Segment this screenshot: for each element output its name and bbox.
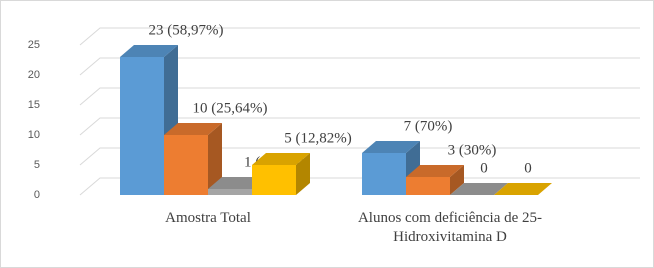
bar-face xyxy=(120,57,164,195)
bar-face xyxy=(362,153,406,195)
bar xyxy=(406,165,464,195)
value-label: 3 (30%) xyxy=(448,142,497,158)
bar-face xyxy=(406,165,464,177)
y-tick-label: 5 xyxy=(34,159,40,171)
bar-face xyxy=(208,123,222,195)
bar xyxy=(164,123,222,195)
value-label: 23 (58,97%) xyxy=(149,22,224,38)
y-tick-label: 15 xyxy=(28,99,40,111)
grid-line xyxy=(79,147,640,166)
value-label: 10 (25,64%) xyxy=(193,100,268,116)
bar xyxy=(252,153,310,195)
value-label: 0 xyxy=(524,160,532,176)
bar-face xyxy=(164,123,222,135)
grid-line xyxy=(79,27,640,46)
y-tick-label: 0 xyxy=(34,189,40,201)
value-label: 5 (12,82%) xyxy=(284,130,352,146)
x-tick-label: Alunos com deficiência de 25-Hidroxivita… xyxy=(357,210,543,245)
bar xyxy=(450,183,508,195)
bar-face xyxy=(120,45,178,57)
bar-face xyxy=(450,165,464,195)
y-tick-label: 10 xyxy=(28,129,40,141)
bar-face xyxy=(406,177,450,195)
bar-face xyxy=(296,153,310,195)
value-label: 0 xyxy=(480,160,488,176)
grid-line xyxy=(79,57,640,76)
bar-face xyxy=(252,153,310,165)
grid-line xyxy=(79,117,640,136)
x-tick-label: Amostra Total xyxy=(165,210,251,226)
bar xyxy=(494,183,552,195)
y-tick-label: 25 xyxy=(28,39,40,51)
bar-face xyxy=(494,183,552,195)
bar-face xyxy=(164,135,208,195)
grid-line xyxy=(79,87,640,106)
value-label: 7 (70%) xyxy=(404,118,453,134)
bar-face xyxy=(362,141,420,153)
bar-face xyxy=(252,165,296,195)
bar-face xyxy=(450,183,508,195)
y-tick-label: 20 xyxy=(28,69,40,81)
bar-face xyxy=(208,189,252,195)
bar-face xyxy=(208,177,266,189)
